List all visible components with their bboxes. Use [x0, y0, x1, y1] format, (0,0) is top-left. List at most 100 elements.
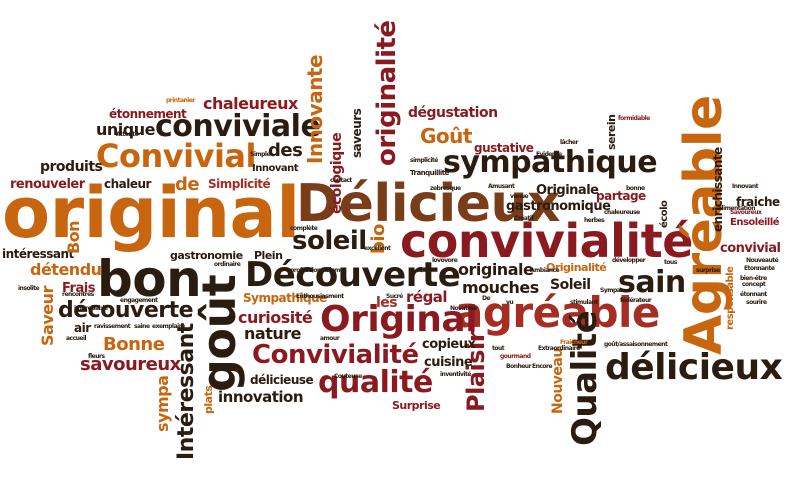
- word-etonnant: étonnant: [740, 291, 767, 298]
- word-bon-cap: Bon: [64, 220, 83, 254]
- word-gout-cap: Goût: [420, 124, 472, 148]
- word-complete: complète: [290, 225, 318, 232]
- word-gourmand: gourmand: [500, 353, 531, 360]
- word-vu: vu: [506, 299, 514, 306]
- word-sourire: sourire: [746, 299, 767, 306]
- word-accueil: accueil: [66, 335, 87, 342]
- word-saveur: Saveur: [38, 286, 57, 346]
- word-insolite: insolite: [18, 285, 40, 292]
- word-formidable: formidable: [618, 115, 650, 122]
- word-sympathique-cap: Sympathique: [243, 291, 327, 305]
- word-plein: Plein: [254, 249, 283, 262]
- word-printanier: printanier: [166, 97, 195, 104]
- word-conviviale: conviviale: [155, 109, 321, 144]
- word-sain: sain: [618, 265, 686, 300]
- word-decouverte-cap: Découverte: [245, 255, 461, 295]
- word-excellent: excellent: [364, 245, 391, 252]
- word-interessant-cap: Intéressant: [174, 323, 199, 460]
- word-curiosite: curiosité: [238, 308, 313, 327]
- word-ensoleille: Ensoleillé: [730, 217, 780, 228]
- word-stimulant: stimulant: [570, 299, 598, 306]
- word-convivialite-cap: Convivialité: [252, 340, 419, 370]
- word-lovevore: lovovore: [432, 257, 458, 264]
- word-frais: Frais: [62, 281, 95, 296]
- word-improbable: improbable: [74, 305, 108, 312]
- word-convivialite: convivialité: [400, 214, 693, 268]
- word-ambiance: Ambiance: [530, 267, 560, 274]
- word-qualite: qualité: [318, 365, 433, 400]
- word-convivial-cap: Convivial: [96, 137, 256, 175]
- word-sympa: sympa: [153, 375, 172, 432]
- word-nouveaute: Nouveauté: [746, 257, 779, 264]
- word-de-small: De: [482, 295, 491, 302]
- word-lacher: lâcher: [560, 139, 578, 146]
- word-nouveau: Nouveau: [550, 348, 566, 414]
- word-enrichissante: enrichissante: [711, 147, 725, 232]
- word-venue: venue: [510, 193, 529, 200]
- word-fraiche: fraiche: [736, 195, 780, 209]
- word-produits: produits: [40, 159, 103, 175]
- word-plats: plats: [202, 385, 215, 414]
- word-copieux: copieux: [422, 337, 476, 352]
- word-agreable: agréable: [455, 288, 660, 337]
- word-bien-etre: bien-être: [740, 275, 767, 282]
- word-nature: nature: [244, 324, 301, 343]
- word-originale: originale: [458, 260, 534, 279]
- word-surprise-small: surprise: [696, 267, 720, 274]
- word-gout: goût: [192, 274, 246, 392]
- word-qualite-cap: Qualité: [565, 310, 605, 446]
- word-simplicite-small: simplicité: [410, 157, 438, 164]
- word-innovante: Innovante: [303, 54, 327, 164]
- word-les: les: [376, 295, 398, 311]
- word-originalite-cap: Originalité: [546, 261, 607, 274]
- word-tranquillite: Tranquillité: [410, 169, 449, 177]
- word-inventivite: inventivité: [440, 371, 471, 378]
- word-regal: régal: [406, 288, 448, 306]
- word-chaleureux: chaleureux: [203, 94, 298, 113]
- word-originale-cap: Originale: [536, 183, 599, 198]
- word-enthousiasment: Enthousiasment: [296, 293, 344, 300]
- word-soleil-cap: Soleil: [550, 277, 591, 293]
- word-savoureux-small: Savoureux: [730, 209, 762, 216]
- word-ravissement: ravissement: [94, 323, 131, 330]
- word-soleil: soleil: [292, 226, 367, 256]
- word-exemplaire: exemplaire: [152, 323, 185, 330]
- word-bonne: Bonne: [103, 334, 165, 355]
- word-air: air: [74, 321, 91, 335]
- word-amour: amour: [320, 335, 340, 342]
- word-responsable: responsable: [725, 266, 736, 330]
- word-bonne-small: bonne: [626, 185, 645, 192]
- word-convivial: convivial: [720, 241, 781, 256]
- word-contact: contact: [330, 177, 352, 184]
- word-federateur: fédérateur: [620, 297, 652, 304]
- word-detendu: détendu: [30, 260, 102, 279]
- word-fraicheur: Fraicheur: [560, 339, 588, 346]
- word-sympathique: sympathique: [443, 145, 658, 180]
- word-evidente: Evidente: [536, 151, 562, 158]
- word-saine: saine: [134, 323, 150, 330]
- word-innovation: innovation: [218, 388, 304, 406]
- word-bon: bon: [97, 250, 202, 308]
- word-renouveler: renouveler: [10, 177, 85, 192]
- word-herbes: herbes: [584, 217, 605, 224]
- word-de: de: [175, 174, 200, 195]
- word-amusant: Amusant: [488, 183, 515, 190]
- word-saveurs: saveurs: [350, 108, 364, 158]
- word-delicieux: délicieux: [605, 347, 783, 388]
- word-serein: serein: [605, 114, 618, 151]
- word-chaleureuse: chaleureuse: [604, 209, 640, 216]
- word-mouches: mouches: [462, 278, 539, 297]
- word-creatif: Créatif: [514, 215, 534, 222]
- word-originalite: originalité: [372, 20, 402, 166]
- word-ecolo: écolo: [659, 200, 670, 228]
- word-interessant: intéressant: [2, 247, 74, 261]
- word-surprise: Surprise: [392, 399, 441, 412]
- word-etonnement: étonnement: [109, 107, 187, 121]
- word-ecologique: écologique: [329, 132, 345, 214]
- word-savoureux: savoureux: [80, 354, 181, 375]
- word-des: des: [268, 140, 303, 161]
- word-gastronomie: gastronomie: [170, 249, 243, 262]
- word-original-cap: Original: [320, 299, 478, 340]
- word-unique: unique: [96, 120, 155, 139]
